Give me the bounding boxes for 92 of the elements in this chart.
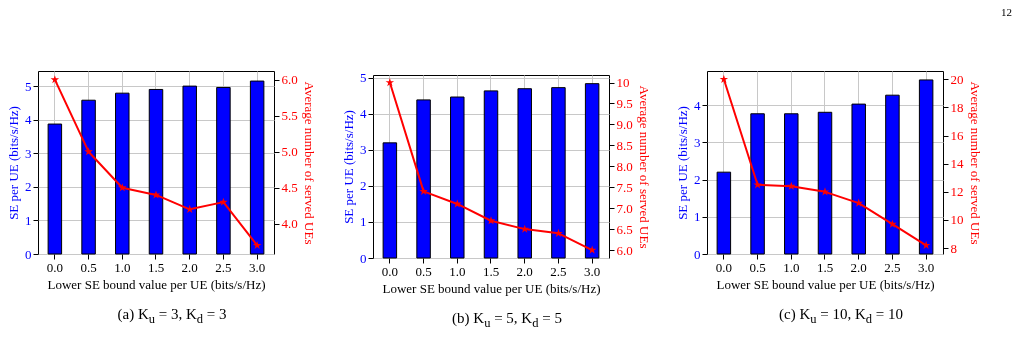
point (84, 147, 93, 156)
y2-tick-label: 8 (950, 240, 957, 256)
x-tick-label: 2.0 (516, 263, 533, 279)
x-tick-label: 2.5 (884, 259, 901, 275)
y2-tick-label: 10 (616, 75, 630, 91)
y2-tick-label: 9.0 (616, 116, 633, 132)
point (50, 75, 60, 84)
x-tick-label: 0.0 (715, 259, 732, 275)
y-tick-label: 3 (694, 134, 701, 150)
y2-tick-label: 7.5 (616, 179, 633, 195)
point (753, 180, 762, 189)
y-tick-label: 3 (360, 142, 367, 158)
point (453, 199, 462, 208)
y-tick-label: 2 (694, 172, 701, 188)
x-tick-label: 1.0 (449, 263, 466, 279)
point (854, 198, 863, 207)
point (587, 245, 597, 254)
point (385, 78, 395, 87)
y2-axis-title: Average number of served UEs (301, 81, 317, 245)
y-tick-label: 4 (25, 112, 32, 128)
y-tick-label: 1 (694, 209, 701, 225)
x-tick-label: 2.0 (181, 259, 198, 275)
x-tick-label: 2.5 (215, 259, 232, 275)
point (921, 240, 931, 249)
y2-tick-label: 18 (950, 99, 964, 115)
y2-axis-title: Average number of served UEs (967, 81, 983, 245)
x-tick-label: 1.5 (482, 263, 500, 279)
point (151, 190, 161, 199)
y2-axis-title: Average number of served UEs (636, 85, 652, 249)
y2-tick-label: 5.5 (281, 108, 298, 124)
x-tick-label: 2.0 (850, 259, 867, 275)
y-axis-title: SE per UE (bits/s/Hz) (6, 106, 21, 220)
y2-tick-label: 6.0 (281, 72, 298, 88)
y2-tick-label: 12 (950, 184, 964, 200)
text: (c) K$_{u}$ = 10, K$_{d}$ = 10 (778, 306, 904, 327)
y2-tick-label: 4.0 (281, 216, 298, 232)
x-tick-label: 0.5 (749, 259, 766, 275)
y2-tick-label: 7.0 (616, 200, 633, 216)
y-tick-label: 0 (694, 246, 701, 262)
y2-tick-label: 10 (950, 212, 964, 228)
x-axis-title: Lower SE bound value per UE (bits/s/Hz) (47, 276, 266, 292)
x-tick-label: 3.0 (918, 259, 935, 275)
point (118, 183, 127, 192)
x-axis-title: Lower SE bound value per UE (bits/s/Hz) (716, 276, 935, 292)
point (888, 219, 897, 228)
x-tick-label: 1.0 (114, 259, 131, 275)
y-tick-label: 1 (25, 212, 32, 228)
x-tick-label: 0.0 (46, 259, 63, 275)
y-tick-label: 2 (360, 178, 367, 194)
x-tick-label: 1.0 (783, 259, 800, 275)
y-tick-label: 4 (694, 97, 701, 113)
point (554, 228, 563, 237)
x-tick-label: 0.0 (381, 263, 398, 279)
y-tick-label: 0 (360, 250, 367, 266)
text: 12 (1001, 6, 1012, 18)
y2-tick-label: 16 (950, 128, 964, 144)
y2-tick-label: 8.0 (616, 158, 633, 174)
y-axis-title: SE per UE (bits/s/Hz) (341, 110, 356, 224)
x-tick-label: 2.5 (550, 263, 567, 279)
x-tick-label: 3.0 (584, 263, 601, 279)
text: (a) K$_{u}$ = 3, K$_{d}$ = 3 (116, 306, 228, 327)
y2-tick-label: 20 (950, 71, 964, 87)
point (219, 197, 228, 206)
x-tick-label: 1.5 (816, 259, 834, 275)
x-axis-title: Lower SE bound value per UE (bits/s/Hz) (382, 280, 601, 296)
point (787, 181, 796, 190)
y-tick-label: 2 (25, 179, 32, 195)
x-tick-label: 0.5 (80, 259, 97, 275)
y-tick-label: 1 (360, 214, 367, 230)
text: (b) K$_{u}$ = 5, K$_{d}$ = 5 (451, 310, 563, 331)
y-tick-label: 3 (25, 145, 32, 161)
y2-tick-label: 4.5 (281, 180, 298, 196)
point (185, 204, 194, 213)
y-tick-label: 5 (25, 78, 32, 94)
y-tick-label: 4 (360, 106, 367, 122)
y-axis-title: SE per UE (bits/s/Hz) (675, 106, 690, 220)
point (419, 186, 428, 196)
point (520, 224, 529, 233)
y2-tick-label: 8.5 (616, 137, 633, 153)
point (820, 187, 830, 196)
y2-tick-label: 14 (950, 156, 964, 172)
y2-tick-label: 9.5 (616, 95, 633, 111)
y-tick-label: 0 (25, 246, 32, 262)
x-tick-label: 0.5 (415, 263, 432, 279)
y2-tick-label: 6.5 (616, 221, 633, 237)
point (719, 74, 729, 83)
point (252, 240, 262, 249)
x-tick-label: 3.0 (249, 259, 266, 275)
y2-tick-label: 6.0 (616, 242, 633, 258)
y2-tick-label: 5.0 (281, 144, 298, 160)
y-tick-label: 5 (360, 70, 367, 86)
x-tick-label: 1.5 (147, 259, 165, 275)
